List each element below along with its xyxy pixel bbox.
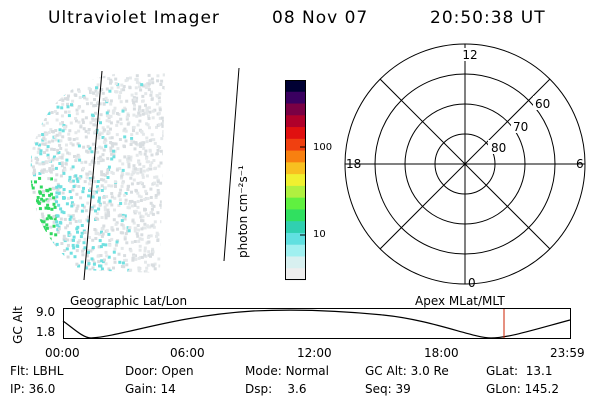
orbit-x-tick-1200: 12:00: [297, 346, 332, 360]
colorbar: [285, 80, 306, 281]
polar-plot: 12 18 6 0 60 70 80: [344, 43, 586, 290]
orbit-x-tick-1800: 18:00: [424, 346, 459, 360]
flt-value: LBHL: [32, 364, 64, 378]
status-seq: Seq: 39: [365, 382, 411, 396]
geographic-auroral-image: [30, 67, 240, 281]
colorbar-band: [285, 209, 306, 222]
lat-label-80: 80: [491, 141, 506, 155]
glon-label: GLon:: [486, 382, 521, 396]
status-mode: Mode: Normal: [245, 364, 329, 378]
meridian-line-left: [83, 70, 103, 281]
colorbar-band: [285, 244, 306, 257]
colorbar-band: [285, 221, 306, 234]
orbit-left-title: Geographic Lat/Lon: [70, 294, 188, 308]
dsp-value: 3.6: [287, 382, 307, 396]
colorbar-band: [285, 162, 306, 175]
orbit-right-title: Apex MLat/MLT: [415, 294, 505, 308]
mode-value: Normal: [285, 364, 329, 378]
colorbar-tick-100: 100: [313, 142, 333, 153]
orbit-x-tick-2359: 23:59: [550, 346, 585, 360]
colorbar-band: [285, 174, 306, 187]
date-label: 08 Nov 07: [272, 8, 369, 28]
dsp-label: Dsp:: [245, 382, 273, 396]
time-label: 20:50:38 UT: [430, 8, 546, 28]
ip-value: 36.0: [28, 382, 56, 396]
mlt-label-18: 18: [346, 157, 361, 171]
orbit-y-tick-1-8: 1.8: [36, 325, 56, 339]
status-gcalt: GC Alt: 3.0 Re: [365, 364, 449, 378]
polar-diagonal-2: [379, 78, 551, 250]
mlt-label-0: 0: [468, 276, 476, 290]
gain-value: 14: [160, 382, 176, 396]
colorbar-band: [285, 80, 306, 93]
orbit-y-axis-title: GC Alt: [11, 306, 25, 344]
colorbar-band: [285, 185, 306, 199]
colorbar-tick-10: 10: [313, 229, 326, 240]
meridian-line-right: [223, 67, 240, 262]
gcalt-value: 3.0 Re: [410, 364, 449, 378]
lat-label-70: 70: [513, 120, 528, 134]
colorbar-band: [285, 115, 306, 128]
colorbar-band: [285, 91, 306, 105]
orbit-x-tick-0600: 06:00: [170, 346, 205, 360]
status-gain: Gain: 14: [125, 382, 176, 396]
glat-value: 13.1: [525, 364, 553, 378]
glat-label: GLat:: [486, 364, 519, 378]
colorbar-band: [285, 197, 306, 210]
orbit-plot-frame: [63, 308, 571, 339]
colorbar-label: photon cm⁻²s⁻¹: [236, 165, 250, 258]
mode-label: Mode:: [245, 364, 282, 378]
door-value: Open: [161, 364, 194, 378]
glon-value: 145.2: [524, 382, 559, 396]
gain-label: Gain:: [125, 382, 157, 396]
colorbar-band: [285, 150, 306, 163]
status-flt: Flt: LBHL: [10, 364, 63, 378]
seq-value: 39: [395, 382, 411, 396]
lat-label-60: 60: [535, 97, 550, 111]
flt-label: Flt:: [10, 364, 29, 378]
colorbar-band: [285, 103, 306, 116]
status-glon: GLon: 145.2: [486, 382, 559, 396]
colorbar-band: [285, 256, 306, 269]
orbit-y-tick-9: 9.0: [36, 305, 56, 319]
status-dsp: Dsp: 3.6: [245, 382, 307, 396]
door-label: Door:: [125, 364, 158, 378]
colorbar-band: [285, 138, 306, 152]
ip-label: IP:: [10, 382, 25, 396]
colorbar-band: [285, 232, 306, 246]
seq-label: Seq:: [365, 382, 392, 396]
mlt-label-6: 6: [576, 157, 584, 171]
orbit-altitude-plot: [62, 308, 571, 339]
orbit-x-tick-0000: 00:00: [45, 346, 80, 360]
status-ip: IP: 36.0: [10, 382, 55, 396]
orbit-altitude-curve: [62, 309, 571, 339]
instrument-title: Ultraviolet Imager: [48, 8, 220, 28]
mlt-label-12: 12: [462, 48, 477, 62]
status-glat: GLat: 13.1: [486, 364, 552, 378]
status-door: Door: Open: [125, 364, 194, 378]
colorbar-band: [285, 268, 306, 281]
gcalt-label: GC Alt:: [365, 364, 407, 378]
colorbar-band: [285, 127, 306, 140]
